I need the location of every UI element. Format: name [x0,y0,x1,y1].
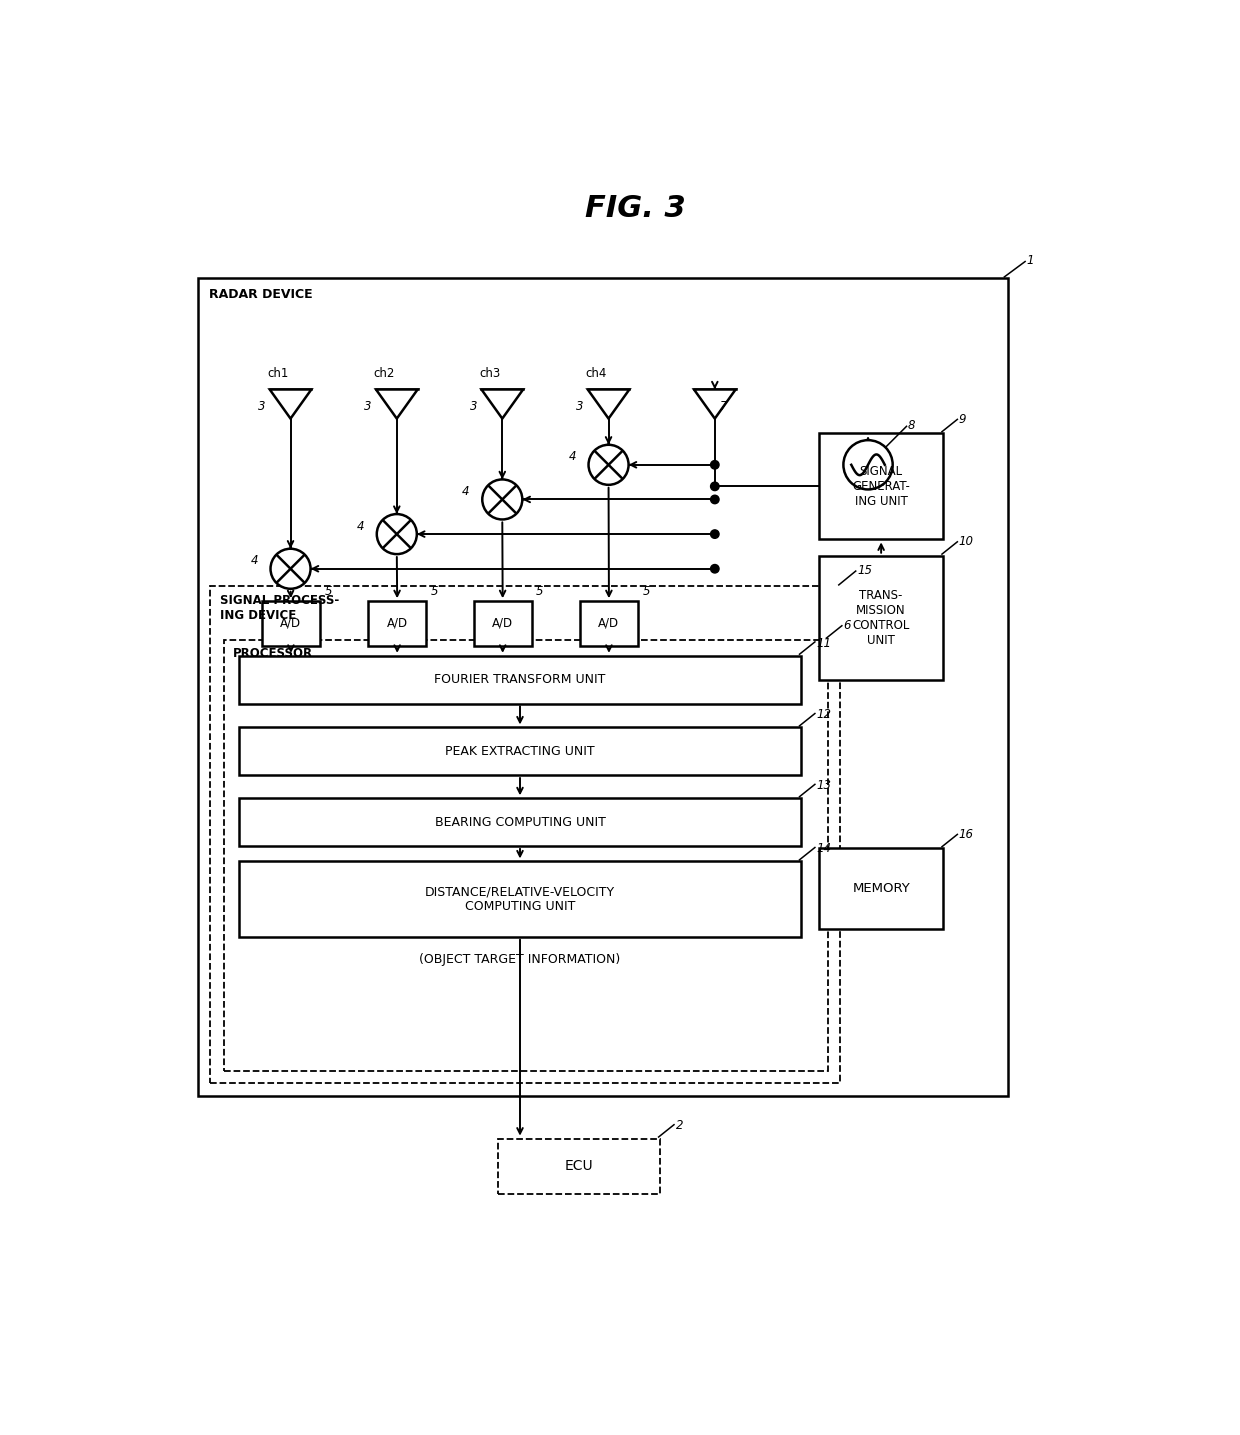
Circle shape [711,530,719,538]
Text: 2: 2 [676,1119,683,1132]
Text: DISTANCE/RELATIVE-VELOCITY
COMPUTING UNIT: DISTANCE/RELATIVE-VELOCITY COMPUTING UNI… [425,885,615,913]
Circle shape [843,441,893,489]
Text: RADAR DEVICE: RADAR DEVICE [208,287,312,301]
Circle shape [711,482,719,491]
Text: 11: 11 [816,637,832,650]
Bar [239,656,801,703]
Text: ch2: ch2 [373,367,396,380]
Text: 5: 5 [536,585,543,598]
Text: ch4: ch4 [585,367,606,380]
Text: 10: 10 [959,535,973,548]
Bar [580,601,637,646]
Circle shape [711,461,719,469]
Text: SIGNAL
GENERAT-
ING UNIT: SIGNAL GENERAT- ING UNIT [852,465,910,508]
Text: TRANS-
MISSION
CONTROL
UNIT: TRANS- MISSION CONTROL UNIT [852,588,910,647]
Text: 4: 4 [463,485,470,498]
Bar [262,601,320,646]
Text: 16: 16 [959,828,973,841]
Text: FIG. 3: FIG. 3 [585,194,686,222]
Bar [211,587,841,1083]
Text: A/D: A/D [492,617,513,630]
Text: 13: 13 [816,779,832,792]
Text: ch3: ch3 [479,367,501,380]
Text: 3: 3 [577,399,584,413]
Text: ch1: ch1 [268,367,289,380]
Text: 9: 9 [959,412,966,426]
Text: A/D: A/D [599,617,620,630]
Text: A/D: A/D [387,617,408,630]
Text: A/D: A/D [280,617,301,630]
Text: (OBJECT TARGET INFORMATION): (OBJECT TARGET INFORMATION) [419,953,621,966]
Text: 8: 8 [908,419,915,432]
Polygon shape [481,389,523,419]
Bar [368,601,427,646]
Text: PEAK EXTRACTING UNIT: PEAK EXTRACTING UNIT [445,745,595,758]
Bar [239,728,801,775]
Text: 4: 4 [250,554,258,567]
Bar [818,433,944,540]
Text: 12: 12 [816,709,832,722]
Text: PROCESSOR: PROCESSOR [233,647,312,660]
Bar [818,848,944,928]
Polygon shape [694,389,735,419]
Circle shape [377,514,417,554]
Polygon shape [376,389,418,419]
Polygon shape [588,389,630,419]
Text: 5: 5 [642,585,650,598]
Circle shape [270,548,310,588]
Text: 5: 5 [430,585,438,598]
Text: 6: 6 [843,618,851,631]
Bar [239,798,801,847]
Text: ECU: ECU [565,1159,594,1174]
Bar [474,601,532,646]
Text: 5: 5 [325,585,332,598]
Circle shape [589,445,629,485]
Bar [198,278,1008,1096]
Bar [239,861,801,937]
Text: 14: 14 [816,842,832,855]
Bar [818,555,944,680]
Text: FOURIER TRANSFORM UNIT: FOURIER TRANSFORM UNIT [434,673,605,686]
Text: 15: 15 [857,564,872,577]
Circle shape [482,479,522,519]
Text: SIGNAL PROCESS-
ING DEVICE: SIGNAL PROCESS- ING DEVICE [219,594,339,623]
Polygon shape [270,389,311,419]
Circle shape [711,564,719,573]
Text: 3: 3 [365,399,372,413]
Text: 7: 7 [719,399,727,413]
Circle shape [711,495,719,504]
Bar [498,1138,660,1194]
Text: 4: 4 [568,451,577,464]
Text: 4: 4 [357,519,365,532]
Text: BEARING COMPUTING UNIT: BEARING COMPUTING UNIT [434,815,605,828]
Text: 1: 1 [1027,254,1034,267]
Text: MEMORY: MEMORY [852,883,910,895]
Text: 3: 3 [258,399,265,413]
Bar [223,640,828,1071]
Text: 3: 3 [470,399,477,413]
